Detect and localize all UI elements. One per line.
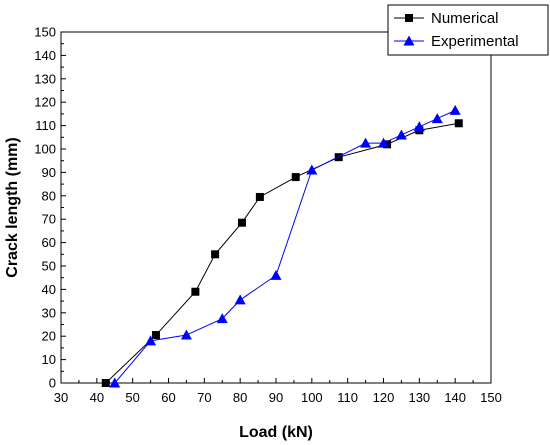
data-point (378, 137, 389, 148)
ticks: 30 40 50 60 70 80 90 100 110 120 130 140 150 0 10 20 30 4… (34, 25, 502, 406)
y-tick-label: 70 (42, 212, 56, 227)
legend-marker (403, 35, 415, 46)
data-point (151, 331, 160, 340)
data-point (255, 192, 264, 201)
y-tick-label: 30 (42, 305, 56, 320)
plot-frame (60, 31, 492, 384)
x-tick-label: 120 (373, 390, 395, 405)
x-tick-label: 70 (197, 390, 211, 405)
data-point (216, 313, 228, 324)
data-point (291, 173, 300, 182)
x-tick-label: 140 (444, 390, 466, 405)
series-line (105, 122, 459, 384)
data-point (211, 250, 220, 259)
y-tick-label: 20 (42, 329, 56, 344)
x-tick-label: 50 (125, 390, 139, 405)
y-tick-label: 80 (42, 188, 56, 203)
legend-label: Numerical (431, 10, 499, 27)
series-1 (109, 104, 461, 388)
y-tick-label: 0 (49, 376, 56, 391)
y-tick-label: 130 (34, 71, 56, 86)
legend-items: Numerical Experimental (394, 10, 519, 50)
series (101, 104, 463, 388)
data-point (454, 119, 463, 128)
x-tick-label: 40 (90, 390, 104, 405)
x-tick-label: 100 (301, 390, 323, 405)
y-axis-title: Crack length (mm) (4, 137, 21, 277)
data-point (334, 153, 343, 162)
series-0 (101, 119, 463, 387)
y-tick-label: 60 (42, 235, 56, 250)
data-point (101, 379, 110, 387)
data-point (431, 113, 443, 124)
x-axis-title: Load (kN) (239, 424, 313, 441)
data-point (145, 335, 157, 346)
y-tick-label: 120 (34, 95, 56, 110)
x-tick-label: 90 (269, 390, 283, 405)
data-point (306, 164, 318, 175)
legend: Numerical Experimental (387, 4, 549, 56)
y-tick-label: 140 (34, 48, 56, 63)
x-tick-label: 60 (161, 390, 175, 405)
y-tick-label: 150 (34, 25, 56, 40)
y-tick-label: 110 (35, 118, 56, 133)
data-point (234, 294, 246, 305)
data-point (449, 104, 461, 115)
data-point (191, 287, 200, 296)
axes (60, 31, 492, 384)
x-tick-label: 110 (337, 390, 358, 405)
legend-marker (405, 14, 413, 22)
series-line (114, 109, 456, 384)
y-tick-label: 90 (42, 165, 56, 180)
data-point (237, 218, 246, 227)
data-point (180, 329, 192, 340)
x-tick-label: 30 (54, 390, 68, 405)
data-point (270, 269, 282, 280)
data-point (395, 129, 407, 140)
legend-label: Experimental (431, 33, 519, 50)
y-tick-label: 40 (42, 282, 56, 297)
x-tick-label: 150 (480, 390, 502, 405)
x-tick-label: 130 (408, 390, 430, 405)
y-tick-label: 10 (42, 352, 56, 367)
legend-box (387, 4, 549, 56)
data-point (109, 377, 121, 388)
data-point (360, 137, 372, 148)
y-tick-label: 50 (42, 259, 56, 274)
y-tick-label: 100 (34, 142, 56, 157)
x-tick-label: 80 (233, 390, 247, 405)
data-point (413, 121, 425, 132)
